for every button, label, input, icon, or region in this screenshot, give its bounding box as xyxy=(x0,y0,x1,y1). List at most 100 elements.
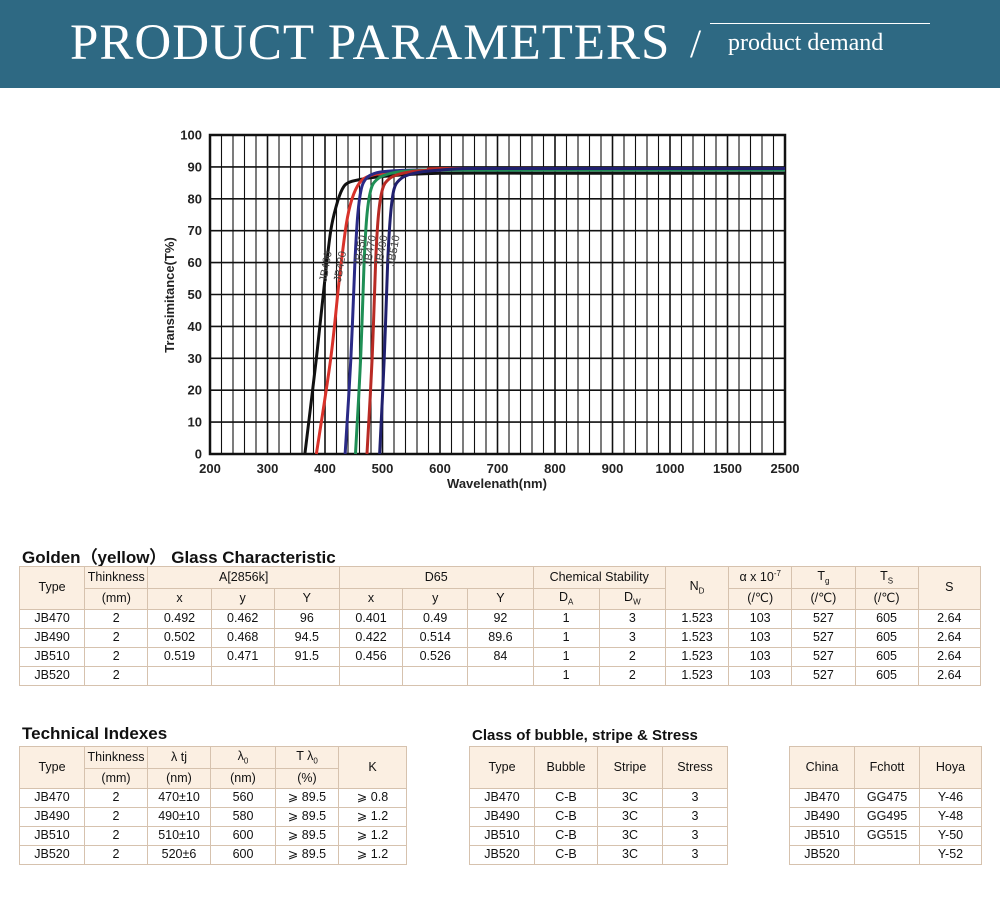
table-cell: JB510 xyxy=(19,826,85,846)
table-cell: 3C xyxy=(597,807,663,827)
title-separator: / xyxy=(690,21,702,66)
table-cell: 527 xyxy=(791,666,856,686)
header-a-Y: Y xyxy=(273,588,340,610)
y-tick-label: 70 xyxy=(188,223,202,238)
golden-section-title: Golden（yellow） Glass Characteristic xyxy=(22,548,336,567)
table-cell: JB470 xyxy=(789,788,855,808)
table-cell: 2.64 xyxy=(917,609,982,629)
x-tick-label: 200 xyxy=(199,461,221,476)
table-cell: 103 xyxy=(728,609,793,629)
y-tick-label: 90 xyxy=(188,159,202,174)
table-cell: 490±10 xyxy=(147,807,211,827)
series-label-jb490: JB490 xyxy=(373,234,390,267)
table-cell: 605 xyxy=(854,666,919,686)
series-line-jb470 xyxy=(353,168,785,455)
table-cell: 520±6 xyxy=(147,845,211,865)
golden-table-body: JB470 2 0.492 0.462 96 0.401 0.49 92 1 3 1.523 103 5… xyxy=(18,609,982,686)
table-row: JB470 2 0.492 0.462 96 0.401 0.49 92 1 3 1.523 103 5… xyxy=(18,609,982,629)
tech-header-k: K xyxy=(338,746,407,789)
table-cell: GG495 xyxy=(854,807,920,827)
table-cell: 89.6 xyxy=(467,628,534,648)
header-thickness-unit: (mm) xyxy=(84,588,149,610)
table-cell: 3C xyxy=(597,788,663,808)
table-cell: C-B xyxy=(534,826,598,846)
table-cell: 0.526 xyxy=(402,647,469,667)
table-cell: 0.468 xyxy=(210,628,275,648)
table-cell: 0.456 xyxy=(338,647,404,667)
header-type: Type xyxy=(18,566,86,610)
table-cell: JB470 xyxy=(18,609,86,629)
table-row: JB490 GG495 Y-48 xyxy=(789,807,982,827)
table-cell: 0.514 xyxy=(402,628,469,648)
table-cell: 560 xyxy=(210,788,276,808)
y-tick-label: 40 xyxy=(188,319,202,334)
y-axis-label: Transimitance(T%) xyxy=(162,237,177,353)
table-cell: 103 xyxy=(728,628,793,648)
column-header: Hoya xyxy=(919,746,982,789)
page-subtitle: product demand xyxy=(728,30,884,56)
table-cell xyxy=(210,666,275,686)
table-cell: JB510 xyxy=(469,826,535,846)
y-tick-label: 30 xyxy=(188,351,202,366)
table-cell: GG515 xyxy=(854,826,920,846)
series-label-jb450: JB450 xyxy=(352,234,369,267)
table-cell: Y-48 xyxy=(919,807,982,827)
table-row: JB490 2 0.502 0.468 94.5 0.422 0.514 89.6 1 3 1.52… xyxy=(18,628,982,648)
y-tick-label: 10 xyxy=(188,415,202,430)
table-cell: 510±10 xyxy=(147,826,211,846)
table-cell: JB510 xyxy=(789,826,855,846)
table-cell: 2.64 xyxy=(917,628,982,648)
table-cell: 2 xyxy=(598,666,666,686)
x-tick-label: 700 xyxy=(487,461,509,476)
table-cell: JB490 xyxy=(789,807,855,827)
table-cell: 84 xyxy=(467,647,534,667)
x-tick-label: 1500 xyxy=(713,461,742,476)
table-cell: 2.64 xyxy=(917,666,982,686)
table-cell: 527 xyxy=(791,647,856,667)
table-cell: 605 xyxy=(854,647,919,667)
table-cell xyxy=(273,666,340,686)
table-row: JB490 2 490±10 580 ⩾ 89.5 ⩾ 1.2 xyxy=(19,807,407,827)
golden-table: Type Thinkness A[2856k] D65 Chemical Sta… xyxy=(18,566,982,686)
table-cell: 0.471 xyxy=(210,647,275,667)
tech-header-l0-unit: (nm) xyxy=(210,768,276,789)
bubble-section-title: Class of bubble, stripe & Stress xyxy=(472,727,698,744)
table-cell: 3C xyxy=(597,826,663,846)
header-a-x: x xyxy=(147,588,212,610)
table-cell: GG475 xyxy=(854,788,920,808)
y-tick-label: 20 xyxy=(188,383,202,398)
table-cell: ⩾ 89.5 xyxy=(275,788,339,808)
table-row: JB470 C-B 3C 3 xyxy=(469,788,728,808)
table-cell xyxy=(338,666,404,686)
table-cell: Y-52 xyxy=(919,845,982,865)
header-alpha: α x 10-7 xyxy=(728,566,793,589)
table-row: JB520 2 520±6 600 ⩾ 89.5 ⩾ 1.2 xyxy=(19,845,407,865)
table-cell: 2 xyxy=(84,647,149,667)
banner-rule xyxy=(710,23,930,24)
chart-grid xyxy=(208,133,787,456)
header-a-y: y xyxy=(210,588,275,610)
column-header: China xyxy=(789,746,855,789)
table-cell: 91.5 xyxy=(273,647,340,667)
table-cell: 3 xyxy=(662,807,728,827)
table-cell: 92 xyxy=(467,609,534,629)
column-header: Bubble xyxy=(534,746,598,789)
table-cell: 1.523 xyxy=(664,609,730,629)
table-row: JB490 C-B 3C 3 xyxy=(469,807,728,827)
header-d65-y: y xyxy=(402,588,469,610)
header-dw: DW xyxy=(598,588,666,610)
table-cell: JB520 xyxy=(469,845,535,865)
table-cell: C-B xyxy=(534,807,598,827)
page-title: PRODUCT PARAMETERS xyxy=(70,15,671,71)
chart-series xyxy=(303,166,785,455)
header-a2856: A[2856k] xyxy=(147,566,340,589)
table-cell: 0.519 xyxy=(147,647,212,667)
bubble-table-header: Type Bubble Stripe Stress xyxy=(469,746,728,789)
table-cell: JB490 xyxy=(18,628,86,648)
table-cell: 0.49 xyxy=(402,609,469,629)
table-row: JB510 GG515 Y-50 xyxy=(789,826,982,846)
table-cell: 1 xyxy=(532,666,600,686)
table-cell: 470±10 xyxy=(147,788,211,808)
table-cell: 527 xyxy=(791,609,856,629)
table-cell: JB490 xyxy=(19,807,85,827)
